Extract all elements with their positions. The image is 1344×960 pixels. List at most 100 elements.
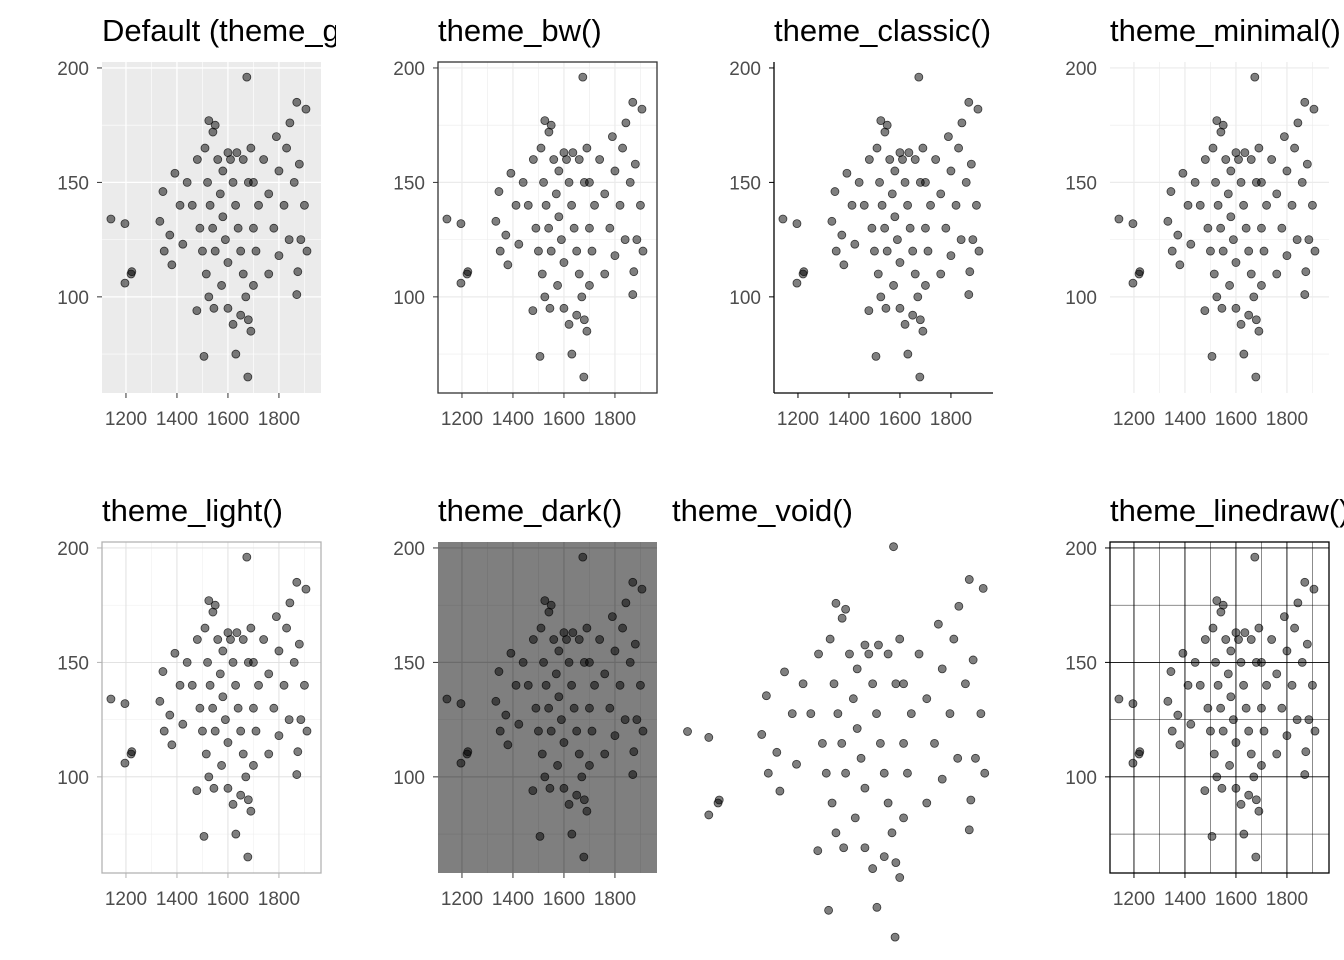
point [246,623,256,633]
point [503,740,513,750]
point [249,223,258,233]
point [232,628,242,638]
point [913,292,923,302]
point [1195,200,1205,210]
point [946,166,956,176]
point [775,786,785,796]
point [511,680,521,690]
point [1218,726,1228,736]
point [1236,799,1246,809]
point [900,178,910,187]
point [251,246,261,256]
point [964,97,974,107]
point [923,246,933,256]
point [442,214,452,224]
point [535,351,545,361]
point [238,635,248,644]
point [922,798,932,808]
point [536,143,546,153]
point [540,292,550,302]
point [957,118,967,128]
point [572,790,582,800]
point [1207,351,1217,361]
point [539,178,548,187]
point [218,166,228,176]
point [567,680,576,690]
point [200,623,210,633]
panel: theme_light() 1200 1400 1600 1800 100 150 200 [57,493,322,910]
point [620,235,630,245]
point [954,601,964,611]
point [792,219,802,229]
point [1272,269,1282,279]
point [293,747,303,757]
point [1212,116,1222,126]
point [1277,703,1287,713]
point [528,635,538,644]
point [296,715,306,725]
point [1292,235,1302,245]
point [632,715,642,725]
point [880,223,890,233]
point [980,768,990,778]
point [158,187,168,196]
point [1251,178,1261,187]
x-tick-label: 1800 [930,409,972,430]
point [554,166,564,176]
point [918,326,928,336]
point [285,118,295,128]
point [610,646,620,656]
point [1293,598,1303,608]
point [899,813,908,823]
point [941,223,951,233]
point [961,178,971,187]
point [628,577,638,587]
point [192,155,202,164]
point [1209,269,1219,279]
point [501,230,511,240]
point [1267,635,1277,644]
point [1166,667,1176,676]
point [264,189,274,199]
point [638,246,648,256]
point [559,303,569,313]
point [1246,269,1256,279]
y-tick-label: 100 [729,288,761,309]
point [954,143,963,153]
point [936,189,946,199]
point [494,187,504,196]
point [208,703,218,713]
point [289,178,299,187]
point [615,680,625,690]
point [120,699,130,709]
point [491,216,501,226]
point [587,246,597,256]
point [1178,168,1188,178]
point [582,143,592,153]
point [590,200,599,210]
x-tick-label: 1200 [441,409,483,430]
point [1208,143,1218,153]
point [704,733,714,742]
point [1304,715,1314,725]
point [1309,104,1319,114]
point [891,858,901,868]
point [780,667,789,677]
point [292,770,302,779]
point [218,646,228,656]
point [514,719,524,729]
point [279,680,289,690]
point [236,310,246,320]
point [210,726,220,736]
x-tick-label: 1400 [1164,889,1206,910]
point [223,148,233,158]
point [201,269,211,279]
point [567,829,577,839]
point [628,290,638,299]
point [1236,658,1246,667]
point [178,239,188,249]
point [600,749,610,759]
point [1223,189,1233,199]
point [845,649,854,659]
point [223,738,233,747]
